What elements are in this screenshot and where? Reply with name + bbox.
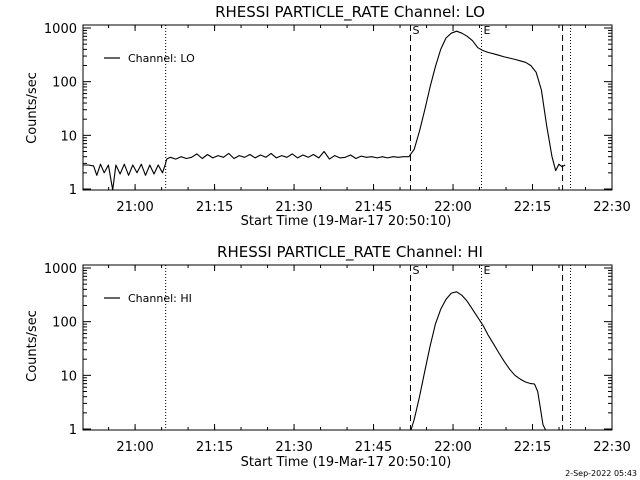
x-tick-label: 21:30 [275, 200, 312, 215]
x-tick-label: 21:30 [275, 440, 312, 455]
x-tick-label: 22:30 [593, 440, 630, 455]
y-tick-label: 100 [52, 316, 77, 331]
series-line-channel-hi [410, 291, 547, 431]
legend: Channel: LO [104, 52, 195, 65]
x-tick-label: 22:15 [514, 200, 551, 215]
marker-label-s: S [412, 24, 419, 37]
x-tick-label: 21:15 [196, 440, 233, 455]
chart-title: RHESSI PARTICLE_RATE Channel: HI [217, 243, 483, 262]
marker-label-e: E [483, 264, 490, 277]
marker-label-s: S [412, 264, 419, 277]
x-tick-label: 21:00 [116, 200, 153, 215]
x-tick-label: 22:00 [434, 440, 471, 455]
chart-hi: RHESSI PARTICLE_RATE Channel: HI 21:00 21… [25, 243, 631, 470]
x-axis-label: Start Time (19-Mar-17 20:50:10) [241, 214, 452, 229]
legend-entry: Channel: LO [128, 52, 195, 65]
x-tick-label: 21:15 [196, 200, 233, 215]
y-tick-label: 1000 [44, 262, 77, 277]
x-tick-label: 21:00 [116, 440, 153, 455]
axis-ticks: 21:00 21:15 21:30 21:45 22:00 22:15 22:30 1 10 10… [44, 262, 631, 455]
series-line-channel-lo [83, 30, 566, 191]
x-axis-label: Start Time (19-Mar-17 20:50:10) [241, 455, 452, 470]
x-tick-label: 22:15 [514, 440, 551, 455]
y-tick-label: 1 [69, 183, 77, 198]
x-tick-label: 21:45 [355, 200, 392, 215]
x-tick-label: 22:30 [593, 200, 630, 215]
y-tick-label: 100 [52, 76, 77, 91]
axis-ticks: 21:00 21:15 21:30 21:45 22:00 22:15 22:30 1 10 10… [44, 22, 631, 215]
y-axis-label: Counts/sec [25, 310, 40, 382]
legend: Channel: HI [104, 292, 192, 305]
chart-title: RHESSI PARTICLE_RATE Channel: LO [215, 3, 485, 22]
y-tick-label: 1 [69, 423, 77, 438]
y-tick-label: 10 [60, 129, 77, 144]
x-tick-label: 22:00 [434, 200, 471, 215]
footer-timestamp: 2-Sep-2022 05:43 [565, 469, 637, 478]
y-tick-label: 10 [60, 369, 77, 384]
chart-lo: RHESSI PARTICLE_RATE Channel: LO 21:00 21… [25, 3, 631, 229]
y-tick-label: 1000 [44, 22, 77, 37]
series-group [83, 30, 566, 191]
x-tick-label: 21:45 [355, 440, 392, 455]
y-axis-label: Counts/sec [25, 72, 40, 144]
legend-entry: Channel: HI [128, 292, 192, 305]
series-group [410, 291, 547, 431]
marker-label-e: E [483, 24, 490, 37]
